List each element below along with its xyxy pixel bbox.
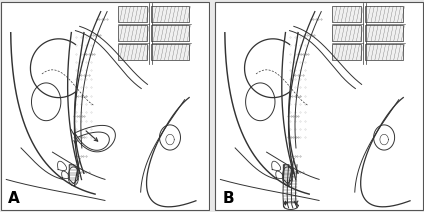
Polygon shape <box>31 83 61 121</box>
Bar <box>117 25 147 41</box>
Polygon shape <box>283 165 292 184</box>
Bar <box>365 6 403 22</box>
Polygon shape <box>159 125 181 150</box>
Bar <box>151 25 189 41</box>
Bar <box>365 25 403 41</box>
Bar <box>332 6 361 22</box>
Bar <box>151 6 189 22</box>
Polygon shape <box>69 165 78 184</box>
Text: B: B <box>223 191 234 206</box>
Polygon shape <box>374 125 395 150</box>
Bar <box>332 25 361 41</box>
Polygon shape <box>245 83 275 121</box>
Bar <box>151 44 189 60</box>
Text: A: A <box>8 191 20 206</box>
Bar <box>365 44 403 60</box>
Bar <box>332 44 361 60</box>
Bar <box>117 44 147 60</box>
Bar <box>117 6 147 22</box>
